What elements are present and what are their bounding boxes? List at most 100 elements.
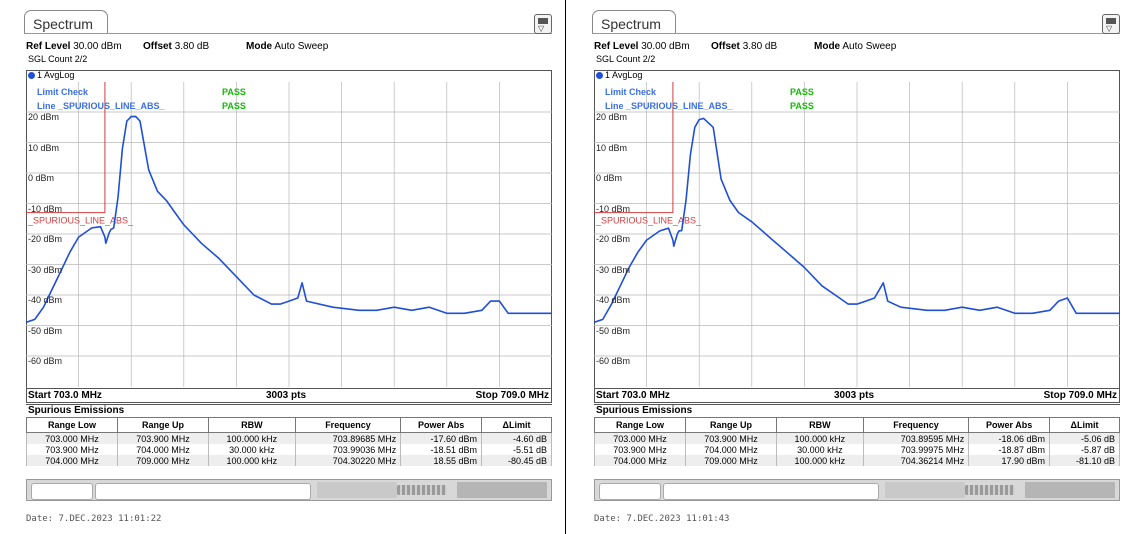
spurious-emissions-table: Range Low Range Up RBW Frequency Power Abs ΔL… <box>594 417 1120 466</box>
left-spectrum-panel: Spectrum ▽ Ref Level 30.00 dBm Offset 3.… <box>0 0 566 534</box>
table-cell: 704.000 MHz <box>685 444 777 455</box>
trace-frame <box>594 70 1120 403</box>
trace-indicator-icon <box>596 72 603 79</box>
progress-indicator <box>965 485 1015 495</box>
limit-line-result: PASS <box>222 101 246 111</box>
trace-frame <box>26 70 552 403</box>
table-cell: 703.900 MHz <box>117 432 209 444</box>
offset: Offset 3.80 dB <box>711 41 778 52</box>
table-cell: 704.000 MHz <box>594 455 686 466</box>
column-header[interactable]: Range Up <box>117 417 209 433</box>
table-cell: -4.60 dB <box>481 432 552 444</box>
column-header[interactable]: Range Up <box>685 417 777 433</box>
table-cell: -5.06 dB <box>1049 432 1120 444</box>
ref-level: Ref Level 30.00 dBm <box>594 41 690 52</box>
y-tick-label: 10 dBm <box>28 142 60 153</box>
table-cell: -18.06 dBm <box>968 432 1051 444</box>
status-input-left[interactable] <box>31 483 93 500</box>
table-row: 703.900 MHz 704.000 MHz 30.000 kHz 703.9903… <box>26 444 552 455</box>
table-cell: -5.51 dB <box>481 444 552 455</box>
table-row: 704.000 MHz 709.000 MHz 100.000 kHz 704.302… <box>26 455 552 466</box>
sgl-count: SGL Count 2/2 <box>28 54 88 64</box>
column-header[interactable]: ΔLimit <box>481 417 552 433</box>
stop-frequency: Stop 709.0 MHz <box>475 390 549 401</box>
start-frequency: Start 703.0 MHz <box>28 390 102 401</box>
y-tick-label: 10 dBm <box>596 142 628 153</box>
table-cell: 704.000 MHz <box>117 444 209 455</box>
spectrum-plot[interactable]: _SPURIOUS_LINE_ABS_ <box>26 82 552 387</box>
spurious-emissions-table: Range Low Range Up RBW Frequency Power Abs ΔL… <box>26 417 552 466</box>
column-header[interactable]: RBW <box>208 417 296 433</box>
table-cell: 704.30220 MHz <box>294 455 402 466</box>
status-segment-right <box>457 482 547 498</box>
y-tick-label: -40 dBm <box>28 295 63 305</box>
offset: Offset 3.80 dB <box>143 41 210 52</box>
mode: Mode Auto Sweep <box>814 41 897 52</box>
x-axis-row: Start 703.0 MHz 3003 pts Stop 709.0 MHz <box>594 388 1120 404</box>
table-cell: 703.89595 MHz <box>862 432 970 444</box>
stop-frequency: Stop 709.0 MHz <box>1043 390 1117 401</box>
table-cell: 703.900 MHz <box>26 444 118 455</box>
limit-check-result: PASS <box>222 87 246 97</box>
column-header[interactable]: Range Low <box>594 417 686 433</box>
ref-level: Ref Level 30.00 dBm <box>26 41 122 52</box>
status-input-main[interactable] <box>663 483 879 500</box>
spectrum-tab[interactable]: Spectrum <box>592 10 676 34</box>
y-tick-label: -10 dBm <box>28 203 63 214</box>
table-cell: -17.60 dBm <box>400 432 483 444</box>
table-row: 704.000 MHz 709.000 MHz 100.000 kHz 704.362… <box>594 455 1120 466</box>
sgl-count: SGL Count 2/2 <box>596 54 656 64</box>
y-tick-label: -20 dBm <box>596 234 631 244</box>
preset-icon[interactable]: ▽ <box>1102 14 1120 34</box>
y-tick-label: 20 dBm <box>28 112 60 122</box>
column-header[interactable]: Power Abs <box>968 417 1051 433</box>
table-cell: -18.87 dBm <box>968 444 1051 455</box>
table-cell: -18.51 dBm <box>400 444 483 455</box>
table-cell: -81.10 dB <box>1049 455 1120 466</box>
status-bar <box>26 479 552 501</box>
sweep-points: 3003 pts <box>834 390 875 401</box>
status-segment <box>317 482 397 498</box>
status-input-main[interactable] <box>95 483 311 500</box>
column-header[interactable]: Frequency <box>862 417 970 433</box>
y-tick-label: -60 dBm <box>596 356 631 366</box>
spurious-emissions-title: Spurious Emissions <box>594 404 1120 416</box>
limit-line <box>26 82 106 214</box>
column-header[interactable]: ΔLimit <box>1049 417 1120 433</box>
table-row: 703.000 MHz 703.900 MHz 100.000 kHz 703.895… <box>594 432 1120 444</box>
y-tick-label: -40 dBm <box>596 295 631 305</box>
table-cell: 30.000 kHz <box>208 444 296 455</box>
start-frequency: Start 703.0 MHz <box>596 390 670 401</box>
table-cell: 100.000 kHz <box>776 432 864 444</box>
column-header[interactable]: RBW <box>776 417 864 433</box>
table-cell: 17.90 dBm <box>968 455 1051 466</box>
trace-label: 1 AvgLog <box>28 70 74 80</box>
spectrum-plot[interactable]: _SPURIOUS_LINE_ABS_ <box>594 82 1120 387</box>
table-cell: 100.000 kHz <box>208 455 296 466</box>
status-input-left[interactable] <box>599 483 661 500</box>
table-cell: 703.900 MHz <box>685 432 777 444</box>
preset-icon[interactable]: ▽ <box>534 14 552 34</box>
spectrum-tab[interactable]: Spectrum <box>24 10 108 34</box>
table-cell: 703.89685 MHz <box>294 432 402 444</box>
spurious-emissions-title: Spurious Emissions <box>26 404 552 416</box>
progress-indicator <box>397 485 447 495</box>
y-tick-label: -50 dBm <box>28 325 63 336</box>
table-row: 703.900 MHz 704.000 MHz 30.000 kHz 703.9997… <box>594 444 1120 455</box>
status-segment <box>885 482 965 498</box>
limit-line-name: _SPURIOUS_LINE_ABS_ <box>27 216 134 226</box>
column-header[interactable]: Frequency <box>294 417 402 433</box>
limit-line-label: Line _SPURIOUS_LINE_ABS_ <box>37 101 165 111</box>
y-tick-label: -30 dBm <box>596 264 631 275</box>
trace-indicator-icon <box>28 72 35 79</box>
table-row: 703.000 MHz 703.900 MHz 100.000 kHz 703.896… <box>26 432 552 444</box>
table-cell: 703.99975 MHz <box>862 444 970 455</box>
table-cell: 703.900 MHz <box>594 444 686 455</box>
table-cell: 30.000 kHz <box>776 444 864 455</box>
column-header[interactable]: Range Low <box>26 417 118 433</box>
capture-date: Date: 7.DEC.2023 11:01:22 <box>26 514 162 524</box>
spectrum-trace <box>594 117 1120 324</box>
table-cell: 709.000 MHz <box>117 455 209 466</box>
table-cell: 704.000 MHz <box>26 455 118 466</box>
column-header[interactable]: Power Abs <box>400 417 483 433</box>
